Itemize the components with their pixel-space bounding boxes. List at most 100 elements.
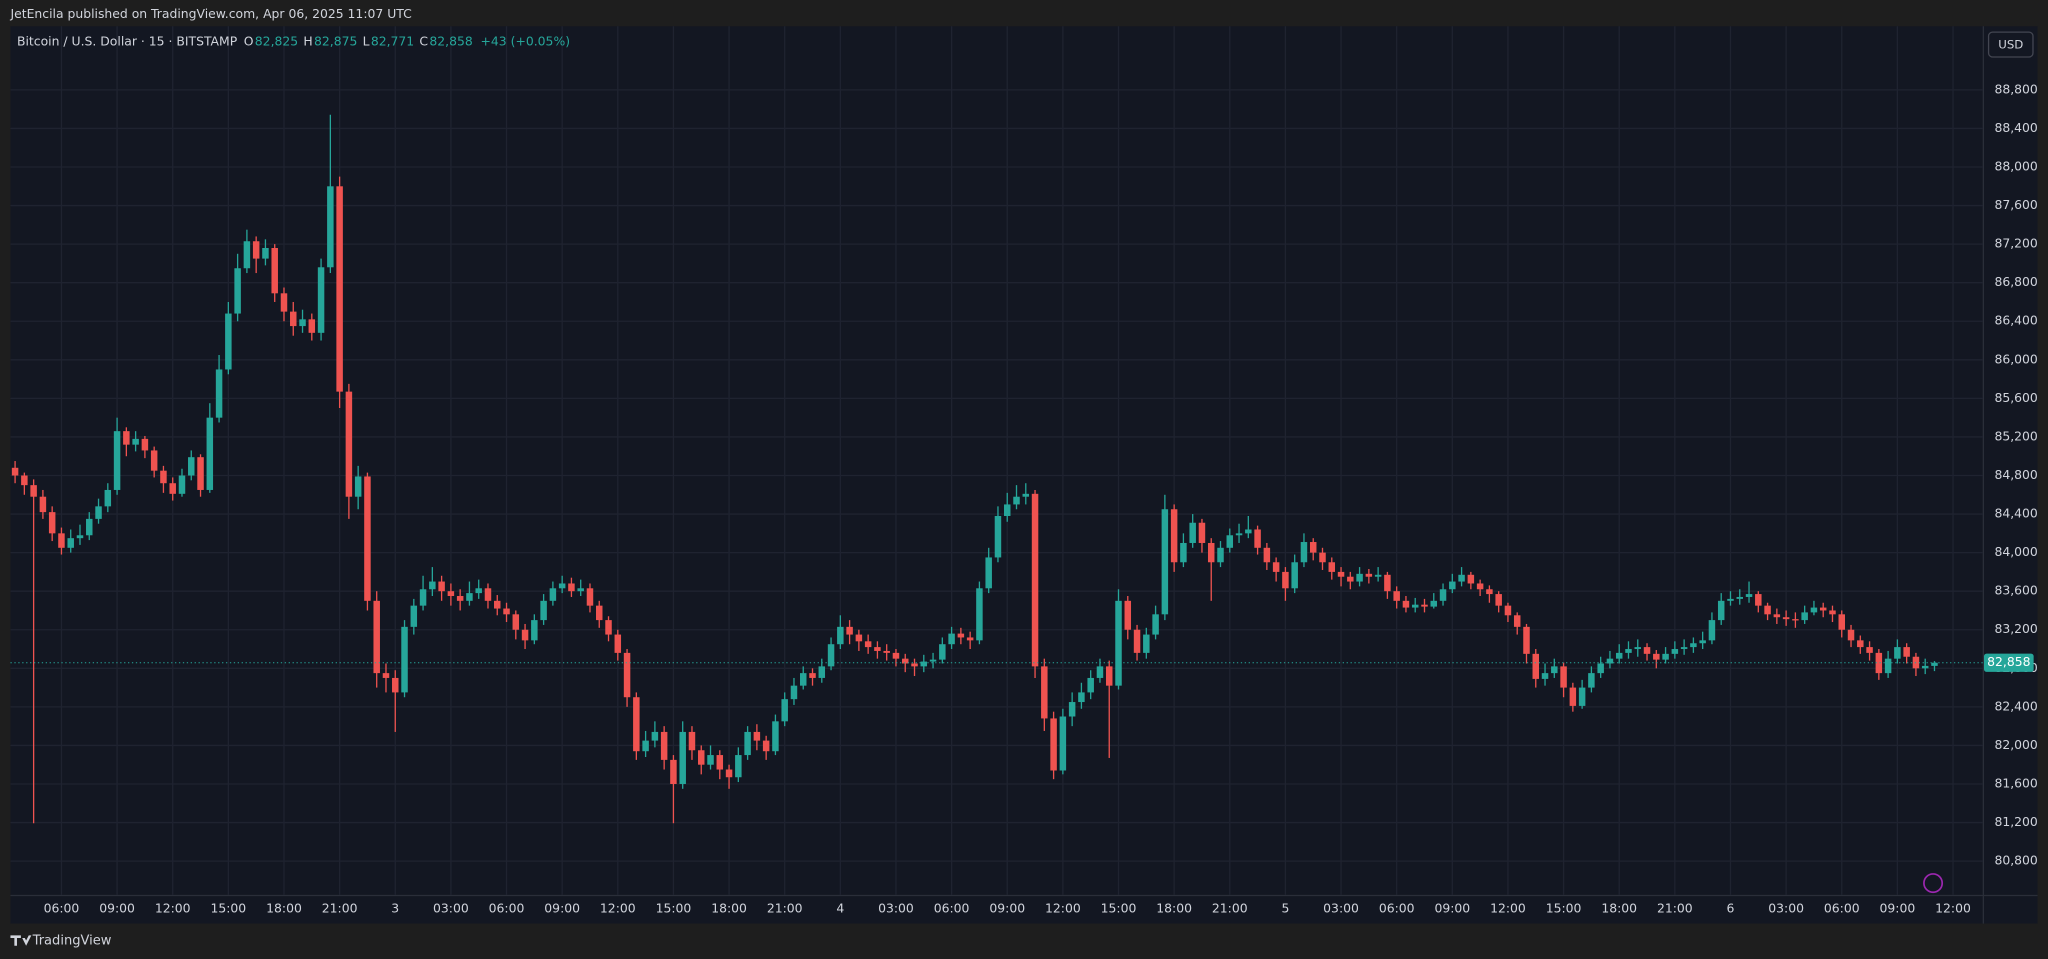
- y-tick-label: 84,400: [1994, 506, 2037, 521]
- candle-body: [76, 535, 84, 539]
- candle-body: [697, 750, 705, 765]
- candle-body: [123, 431, 130, 445]
- candle-body: [512, 614, 520, 630]
- y-tick-label: 88,000: [1994, 159, 2037, 174]
- candle-body: [160, 470, 167, 484]
- candle-body: [549, 588, 557, 601]
- candle-body: [1792, 619, 1799, 621]
- candle-body: [679, 731, 686, 784]
- candle-body: [531, 620, 538, 641]
- candle-body: [382, 673, 390, 678]
- candle-body: [262, 247, 269, 259]
- candle-body: [484, 588, 492, 601]
- candle-body: [1217, 547, 1224, 563]
- candle-body: [308, 319, 316, 333]
- candle-body: [1625, 649, 1632, 653]
- candle-body: [1272, 562, 1280, 572]
- candle-body: [104, 489, 112, 507]
- candle-body: [753, 731, 761, 741]
- candle-body: [317, 267, 325, 333]
- candle-body: [1736, 596, 1744, 599]
- x-tick-label: 09:00: [1880, 901, 1916, 916]
- candle-body: [725, 769, 733, 778]
- x-tick-label: 18:00: [266, 901, 302, 916]
- candle-body: [1105, 666, 1113, 686]
- candle-body: [1374, 574, 1382, 577]
- logo-mark: [10, 935, 32, 946]
- candle-body: [540, 600, 547, 621]
- candle-body: [939, 644, 946, 660]
- candle-body: [1189, 522, 1196, 543]
- candle-body: [1921, 665, 1929, 669]
- candle-body: [345, 391, 353, 497]
- candle-body: [1884, 658, 1892, 674]
- candle-body: [633, 697, 640, 752]
- candle-body: [392, 677, 399, 693]
- candle-body: [1328, 562, 1336, 572]
- brand-name: TradingView: [32, 934, 112, 949]
- candle-body: [1560, 666, 1567, 688]
- grid: 80,80081,20081,60082,00082,40082,80083,2…: [10, 26, 2038, 916]
- candle-body: [1096, 666, 1104, 678]
- candle-body: [1782, 617, 1790, 620]
- currency-button[interactable]: [1987, 31, 2034, 58]
- candle-body: [762, 740, 770, 752]
- x-tick-label: 12:00: [1045, 901, 1081, 916]
- candle-body: [920, 661, 928, 667]
- y-tick-label: 86,800: [1994, 274, 2037, 289]
- legend-ohlc-key: L: [363, 33, 370, 48]
- candle-body: [614, 634, 622, 653]
- candle-body: [809, 673, 816, 678]
- candle-body: [1699, 640, 1706, 644]
- candle-body: [688, 731, 696, 751]
- legend-ohlc-key: H: [303, 33, 312, 48]
- candle-body: [1411, 604, 1419, 608]
- candle-body: [280, 293, 288, 312]
- brand-logo: TradingView: [10, 934, 112, 949]
- candle-body: [215, 369, 223, 418]
- candle-body: [1393, 591, 1400, 601]
- candle-body: [1717, 600, 1725, 621]
- candle-body: [132, 438, 139, 445]
- candle-body: [605, 620, 612, 635]
- candle-body: [1931, 662, 1938, 666]
- candle-body: [744, 731, 751, 756]
- y-tick-label: 87,600: [1994, 197, 2037, 212]
- candle-body: [1291, 562, 1298, 589]
- candle-body: [568, 583, 575, 592]
- candle-body: [577, 588, 584, 592]
- candle-body: [475, 588, 482, 594]
- candle-body: [11, 467, 19, 476]
- candle-body: [1523, 626, 1530, 654]
- x-tick-label: 18:00: [711, 901, 747, 916]
- overlay: 82,858 Bitcoin / U.S. Dollar · 15 · BITST…: [10, 33, 2034, 672]
- x-tick-label: 12:00: [600, 901, 636, 916]
- candle-body: [178, 475, 186, 494]
- candle-body: [95, 506, 102, 519]
- x-tick-label: 09:00: [99, 901, 135, 916]
- candle-body: [1161, 509, 1169, 615]
- x-tick-label: 15:00: [1101, 901, 1137, 916]
- x-tick-label: 6: [1727, 901, 1735, 916]
- candle-body: [707, 755, 714, 765]
- y-tick-label: 81,600: [1994, 775, 2037, 790]
- x-tick-label: 3: [391, 901, 399, 916]
- candle-body: [1708, 620, 1716, 641]
- candle-body: [1727, 598, 1734, 601]
- candle-body: [1569, 687, 1577, 706]
- legend-ohlc-value: 82,858: [429, 33, 472, 48]
- candle-body: [1263, 547, 1271, 563]
- candle-body: [188, 457, 195, 476]
- candle-body: [438, 581, 445, 592]
- x-tick-label: 21:00: [1212, 901, 1248, 916]
- candle-body: [141, 438, 149, 451]
- candle-body: [1773, 614, 1781, 618]
- bolt-icon[interactable]: [1923, 873, 1944, 894]
- candle-body: [1671, 649, 1679, 654]
- x-tick-label: 06:00: [44, 901, 80, 916]
- candle-body: [1755, 594, 1762, 606]
- x-tick-label: 21:00: [767, 901, 803, 916]
- candle-body: [660, 731, 668, 760]
- candle-body: [1486, 589, 1493, 595]
- candle-body: [1143, 634, 1150, 653]
